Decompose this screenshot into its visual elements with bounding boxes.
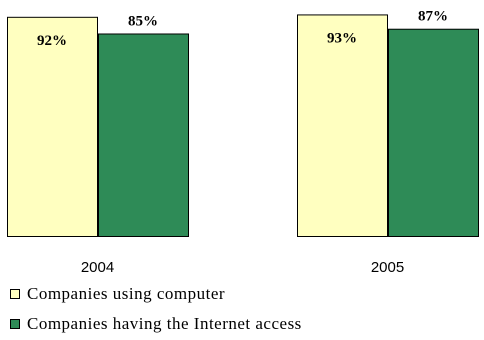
bar-value-label-2004-series-0: 92% xyxy=(37,33,67,49)
bar-2004-series-0 xyxy=(7,16,98,237)
legend-item-computer: Companies using computer xyxy=(10,284,225,304)
bar-labels-group: 92% 85% 93% 87% xyxy=(37,9,448,49)
legend-label-computer: Companies using computer xyxy=(27,284,226,303)
category-label-2005: 2005 xyxy=(371,259,404,276)
legend-item-internet: Companies having the Internet access xyxy=(10,314,302,334)
bar-2004-series-1 xyxy=(98,33,189,237)
legend-swatch-internet xyxy=(10,319,20,329)
category-label-2004: 2004 xyxy=(81,259,114,276)
bar-value-label-2005-series-1: 87% xyxy=(418,9,448,25)
bar-2005-series-1 xyxy=(388,28,479,237)
bar-value-label-2004-series-1: 85% xyxy=(128,13,158,29)
legend-swatch-computer xyxy=(10,289,20,299)
legend-label-internet: Companies having the Internet access xyxy=(27,314,302,333)
bar-2005-series-0 xyxy=(297,14,388,237)
bar-value-label-2005-series-0: 93% xyxy=(327,30,357,46)
bars-group xyxy=(7,14,479,237)
category-labels-group: 2004 2005 xyxy=(81,259,404,276)
